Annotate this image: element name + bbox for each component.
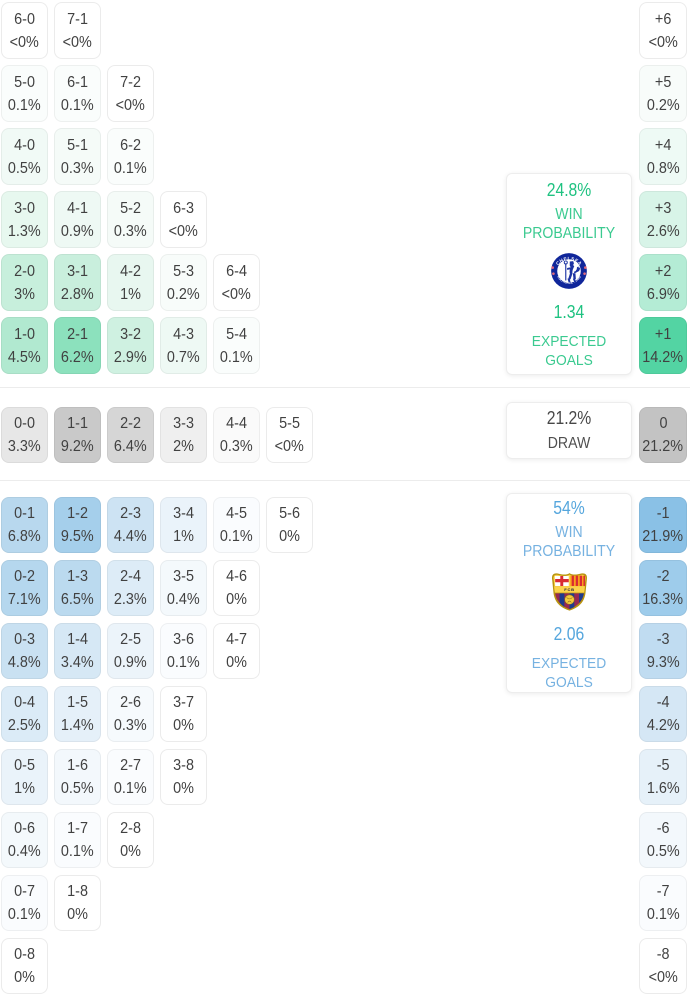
svg-text:CHELSEA: CHELSEA bbox=[555, 256, 583, 267]
svg-text:FCB: FCB bbox=[564, 587, 575, 592]
